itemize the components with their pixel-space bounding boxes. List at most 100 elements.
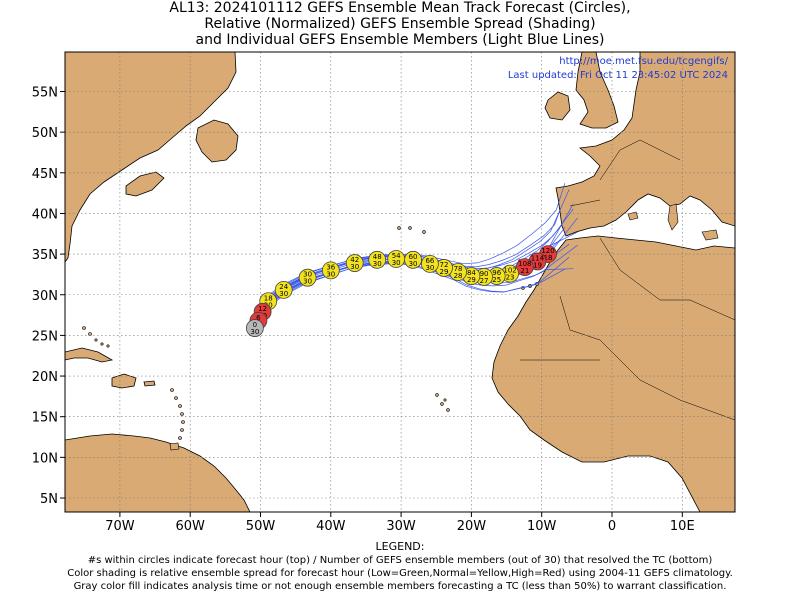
track-point-members: 30	[373, 260, 382, 268]
puerto-rico-land	[143, 380, 156, 387]
track-point-hour: 12	[258, 305, 267, 313]
lat-tick-label: 10N	[32, 451, 58, 466]
track-point-members: 18	[544, 254, 553, 262]
lon-tick-label: 20W	[457, 519, 487, 534]
lat-tick-label: 5N	[40, 492, 58, 507]
lon-tick-label: 30W	[386, 519, 416, 534]
source-url[interactable]: http://moe.met.fsu.edu/tcgengifs/	[559, 56, 728, 67]
track-point-circle	[345, 254, 364, 272]
lat-tick-label: 20N	[32, 370, 58, 385]
track-point-hour: 108	[518, 260, 531, 268]
title-line-2: Relative (Normalized) GEFS Ensemble Spre…	[204, 16, 596, 32]
north-america-land	[65, 52, 237, 263]
map-border	[64, 51, 736, 513]
track-point-hour: 0	[253, 321, 257, 329]
track-point-circle	[274, 280, 293, 299]
track-point-hour: 36	[326, 263, 335, 271]
track-point-members: 28	[454, 272, 463, 280]
track-point-members: 30	[350, 263, 359, 271]
lat-tick-label: 50N	[32, 126, 58, 141]
track-point-members: 23	[506, 274, 515, 282]
track-point-hour: 48	[373, 253, 382, 261]
nova-scotia-land	[125, 171, 165, 197]
track-point-members: 29	[467, 276, 476, 284]
bahamas-islands	[82, 326, 110, 348]
track-point-hour: 96	[492, 269, 501, 277]
lat-tick-label: 35N	[32, 248, 58, 263]
europe-land	[555, 52, 735, 237]
lon-tick-label: 70W	[105, 519, 135, 534]
lat-tick-label: 15N	[32, 411, 58, 426]
track-point-hour: 102	[503, 267, 516, 275]
legend-line-1: #s within circles indicate forecast hour…	[87, 555, 713, 566]
sicily-land	[701, 229, 719, 241]
track-point-members: 30	[250, 328, 259, 336]
corsica-sardinia-land	[667, 203, 679, 231]
lon-tick-label: 10E	[670, 519, 695, 534]
cuba-land	[65, 347, 114, 363]
track-point-circle	[298, 268, 317, 287]
south-america-land	[65, 433, 251, 512]
track-point-circle	[515, 258, 534, 277]
track-point-circle	[321, 261, 340, 280]
track-point-hour: 30	[303, 271, 312, 279]
title-line-3: and Individual GEFS Ensemble Members (Li…	[195, 32, 605, 48]
longitude-labels: 70W 60W 50W 40W 30W 20W 10W 0 10E	[105, 512, 695, 534]
track-point-hour: 78	[454, 265, 463, 273]
lat-tick-label: 25N	[32, 329, 58, 344]
track-point-members: 30	[279, 290, 288, 298]
africa-land	[491, 235, 735, 512]
legend: LEGEND: #s within circles indicate forec…	[0, 540, 800, 593]
track-point-hour: 90	[480, 270, 489, 278]
lon-tick-label: 0	[608, 519, 616, 534]
track-point-hour: 6	[256, 314, 261, 322]
country-borders	[520, 139, 735, 421]
track-point-circle	[368, 250, 387, 269]
last-updated: Last updated: Fri Oct 11 23:45:02 UTC 20…	[508, 70, 728, 81]
mean-track: 1201811419108211022396259027842978287229…	[245, 245, 557, 337]
hispaniola-land	[111, 373, 137, 389]
lat-tick-label: 40N	[32, 207, 58, 222]
track-point-hour: 72	[440, 261, 449, 269]
latitude-labels: 55N 50N 45N 40N 35N 30N 25N 20N 15N 10N 5N	[32, 86, 65, 507]
track-point-hour: 18	[264, 294, 273, 302]
lon-tick-label: 50W	[246, 519, 276, 534]
track-point-members: 29	[440, 268, 449, 276]
lat-tick-label: 30N	[32, 289, 58, 304]
balearic-land	[627, 211, 639, 221]
track-point: 030	[245, 319, 264, 337]
legend-line-2: Color shading is relative ensemble sprea…	[67, 568, 733, 579]
track-point-hour: 120	[541, 247, 554, 255]
lat-tick-label: 55N	[32, 86, 58, 101]
track-point-members: 30	[303, 278, 312, 286]
graticule	[65, 52, 735, 512]
track-point-hour: 24	[279, 283, 288, 291]
lon-tick-label: 60W	[175, 519, 205, 534]
track-point-members: 21	[520, 267, 529, 275]
legend-heading: LEGEND:	[375, 540, 425, 553]
lat-tick-label: 45N	[32, 167, 58, 182]
track-point-members: 30	[409, 260, 418, 268]
lon-tick-label: 40W	[316, 519, 346, 534]
track-point-members: 30	[326, 270, 335, 278]
track-point-hour: 54	[392, 252, 401, 260]
track-point-members: 19	[533, 261, 542, 269]
track-point-members: 27	[480, 277, 489, 285]
track-point-hour: 60	[409, 253, 418, 261]
azores-islands	[397, 226, 426, 234]
legend-line-3: Gray color fill indicates analysis time …	[73, 581, 727, 592]
chart-title: AL13: 2024101112 GEFS Ensemble Mean Trac…	[0, 0, 800, 48]
track-point-circle	[245, 319, 264, 337]
cape-verde-islands	[435, 393, 450, 412]
